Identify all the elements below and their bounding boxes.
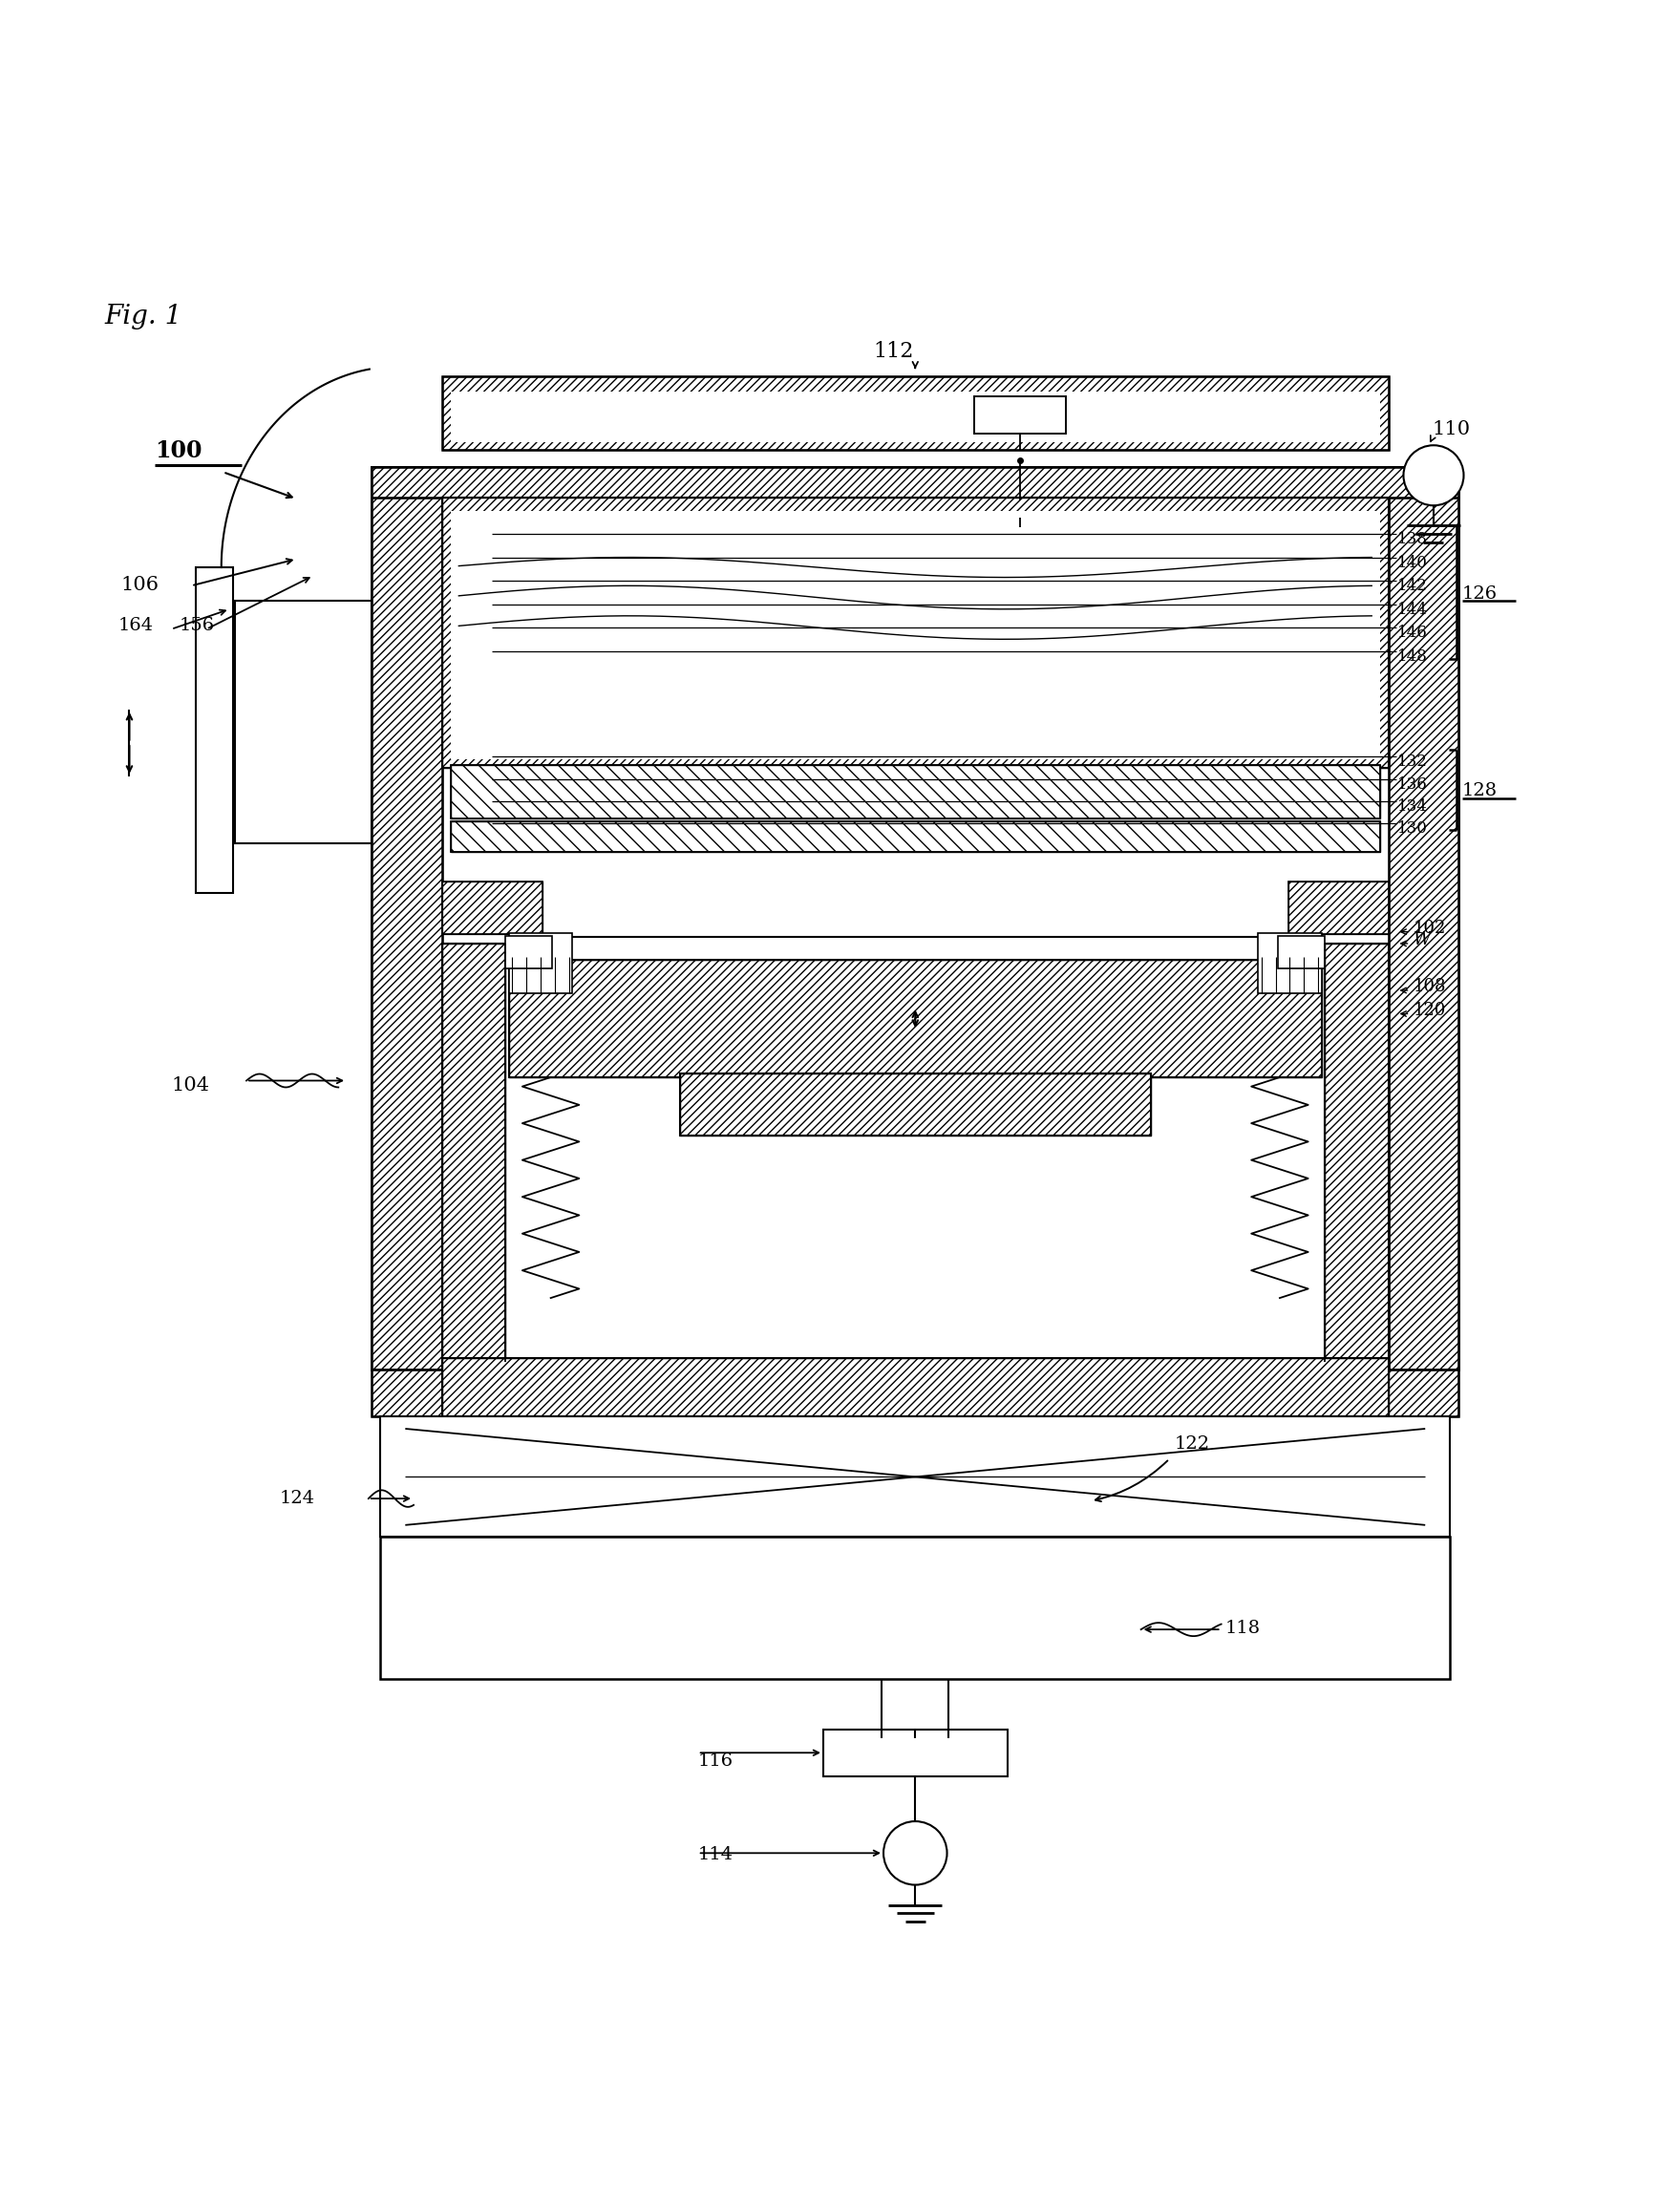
Text: 132: 132 (1396, 753, 1428, 770)
Text: 134: 134 (1396, 799, 1428, 814)
Bar (1326, 943, 1388, 1361)
Bar (450, 764, 1379, 818)
Text: 122: 122 (1174, 1435, 1210, 1453)
Text: W: W (1413, 932, 1431, 950)
Bar (442, 882, 543, 934)
Bar (442, 943, 506, 1361)
Text: 112: 112 (874, 341, 914, 361)
Bar (450, 392, 1379, 442)
Bar (371, 466, 442, 1370)
Bar (450, 820, 1379, 851)
Bar (1388, 466, 1458, 1370)
Text: 140: 140 (1396, 554, 1428, 571)
Bar (371, 466, 1458, 497)
Circle shape (884, 1820, 948, 1884)
Text: 136: 136 (1396, 777, 1426, 792)
Bar (371, 1370, 1458, 1416)
Bar (450, 764, 1379, 818)
Bar (442, 1359, 1388, 1416)
Bar (371, 466, 1458, 1370)
Text: 144: 144 (1396, 602, 1428, 617)
Text: 108: 108 (1413, 978, 1446, 996)
Bar (509, 961, 1322, 1076)
Bar (442, 882, 543, 934)
Text: 130: 130 (1396, 820, 1428, 836)
Bar (197, 567, 234, 893)
Bar (235, 602, 371, 842)
Bar (680, 1074, 1151, 1136)
Bar (371, 1370, 1458, 1416)
Text: 118: 118 (1225, 1619, 1260, 1637)
Bar (1289, 882, 1388, 934)
Bar (371, 466, 1458, 497)
Text: 114: 114 (697, 1847, 734, 1864)
Bar (1388, 466, 1458, 1370)
Bar (442, 376, 1388, 451)
Bar (450, 510, 1379, 759)
Text: 138: 138 (1396, 532, 1428, 547)
Text: 110: 110 (1431, 420, 1470, 438)
Bar (380, 1416, 1450, 1536)
Text: 124: 124 (281, 1490, 316, 1508)
Text: 126: 126 (1462, 584, 1497, 602)
Bar (823, 1729, 1008, 1777)
Bar (450, 820, 1379, 851)
Text: 120: 120 (1413, 1002, 1446, 1020)
Text: 116: 116 (697, 1753, 734, 1770)
Bar (509, 961, 1322, 1076)
Bar (1326, 943, 1388, 1361)
Text: 142: 142 (1396, 578, 1428, 595)
Bar (442, 943, 506, 1361)
Text: 100: 100 (155, 440, 202, 462)
Bar (1278, 936, 1326, 969)
Bar (509, 934, 573, 993)
Bar (442, 376, 1388, 451)
Circle shape (1403, 446, 1463, 505)
Bar (1258, 934, 1322, 993)
Bar (974, 396, 1065, 433)
Text: Fig. 1: Fig. 1 (104, 304, 181, 330)
Text: 146: 146 (1396, 624, 1426, 641)
Bar (442, 497, 1388, 768)
Bar (680, 1074, 1151, 1136)
Text: 104: 104 (171, 1076, 210, 1094)
Text: ~: ~ (1426, 466, 1441, 484)
Bar (371, 466, 442, 1370)
Text: 128: 128 (1462, 783, 1497, 801)
Bar (506, 936, 553, 969)
Text: 156: 156 (180, 617, 215, 635)
Bar (1289, 882, 1388, 934)
Text: ~: ~ (909, 1844, 922, 1862)
Bar (380, 1536, 1450, 1678)
Text: 106: 106 (121, 575, 160, 595)
Bar (442, 497, 1388, 768)
Text: 148: 148 (1396, 648, 1428, 665)
Bar (534, 936, 1297, 961)
Text: 164: 164 (118, 617, 153, 635)
Text: 102: 102 (1413, 919, 1446, 936)
Bar (442, 1359, 1388, 1416)
